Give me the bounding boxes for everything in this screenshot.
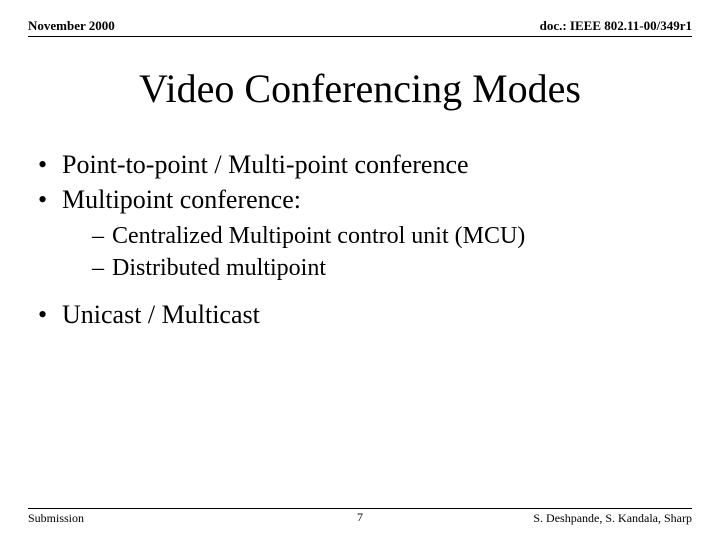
sub-list: Centralized Multipoint control unit (MCU…	[62, 221, 686, 284]
header-docnum: doc.: IEEE 802.11-00/349r1	[540, 18, 692, 34]
bullet-item: Unicast / Multicast	[34, 298, 686, 331]
slide: November 2000 doc.: IEEE 802.11-00/349r1…	[0, 0, 720, 540]
footer: Submission S. Deshpande, S. Kandala, Sha…	[28, 508, 692, 526]
bullet-item: Multipoint conference: Centralized Multi…	[34, 183, 686, 284]
bullet-text: Multipoint conference:	[62, 185, 301, 214]
sub-item: Centralized Multipoint control unit (MCU…	[92, 221, 686, 252]
body: Point-to-point / Multi-point conference …	[28, 148, 692, 331]
sub-item: Distributed multipoint	[92, 253, 686, 284]
page-title: Video Conferencing Modes	[28, 65, 692, 112]
header: November 2000 doc.: IEEE 802.11-00/349r1	[28, 18, 692, 37]
bullet-item: Point-to-point / Multi-point conference	[34, 148, 686, 181]
bullet-list: Point-to-point / Multi-point conference …	[34, 148, 686, 331]
header-date: November 2000	[28, 18, 115, 34]
footer-page-number: 7	[28, 510, 692, 525]
